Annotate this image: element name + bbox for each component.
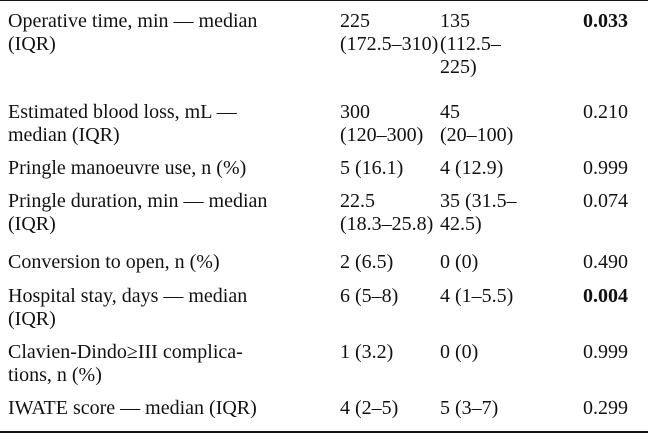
cell-line: 1 (3.2) (340, 341, 394, 363)
table-cell: 225 (172.5–310) (340, 10, 438, 56)
cell-line: 5 (3–7) (440, 397, 499, 419)
table-cell: 0.074 (583, 190, 628, 213)
table-cell: 0.033 (583, 10, 628, 33)
cell-line: 0.210 (583, 101, 628, 123)
cell-line: 225 (340, 10, 370, 32)
table-cell: Conversion to open, n (%) (8, 251, 220, 274)
cell-line: (IQR) (8, 213, 56, 235)
table-cell: 0.299 (583, 397, 628, 420)
cell-line: 0.074 (583, 190, 628, 212)
table-cell: 22.5 (18.3–25.8) (340, 190, 433, 236)
bottom-rule (0, 431, 648, 433)
cell-line: 0 (0) (440, 341, 479, 363)
table-cell: 4 (12.9) (440, 157, 503, 180)
cell-line: (IQR) (8, 308, 56, 330)
cell-line: Operative time, min — median (8, 10, 258, 32)
cell-line: 42.5) (440, 213, 482, 235)
cell-line: Estimated blood loss, mL — (8, 101, 237, 123)
cell-line: 0.299 (583, 397, 628, 419)
cell-line: (112.5– (440, 33, 501, 55)
table-cell: 0.999 (583, 157, 628, 180)
table-cell: Operative time, min — median (IQR) (8, 10, 257, 56)
cell-line: (18.3–25.8) (340, 213, 434, 235)
cell-line: 45 (440, 101, 460, 123)
cell-line: 0.490 (583, 251, 628, 273)
cell-line: 2 (6.5) (340, 251, 394, 273)
table-cell: Estimated blood loss, mL — median (IQR) (8, 101, 237, 147)
cell-line: 22.5 (340, 190, 375, 212)
table-cell: 35 (31.5– 42.5) (440, 190, 517, 236)
table-cell: Clavien-Dindo≥III complica-tions, n (%) (8, 341, 243, 387)
cell-line: (IQR) (8, 33, 56, 55)
cell-line: 300 (340, 101, 370, 123)
table-cell: Pringle manoeuvre use, n (%) (8, 157, 246, 180)
top-rule (0, 0, 648, 1)
table-cell: Hospital stay, days — median (IQR) (8, 285, 247, 331)
table-cell: 0.004 (583, 285, 628, 308)
cell-line: 6 (5–8) (340, 285, 399, 307)
table-cell: 0.490 (583, 251, 628, 274)
table-cell: 5 (3–7) (440, 397, 498, 420)
table-cell: 0.999 (583, 341, 628, 364)
table-cell: IWATE score — median (IQR) (8, 397, 257, 420)
cell-line: 225) (440, 56, 477, 78)
table-cell: 0 (0) (440, 251, 478, 274)
cell-line: 4 (1–5.5) (440, 285, 514, 307)
cell-line: 35 (31.5– (440, 190, 517, 212)
cell-line: 5 (16.1) (340, 157, 404, 179)
cell-line: 135 (440, 10, 470, 32)
cell-line: IWATE score — median (IQR) (8, 397, 257, 419)
table-cell: 0 (0) (440, 341, 478, 364)
cell-line: 4 (2–5) (340, 397, 399, 419)
table-cell: Pringle duration, min — median (IQR) (8, 190, 267, 236)
cell-line: tions, n (%) (8, 364, 102, 386)
table-cell: 45 (20–100) (440, 101, 513, 147)
cell-line: median (IQR) (8, 124, 120, 146)
cell-line: Conversion to open, n (%) (8, 251, 220, 273)
table-cell: 6 (5–8) (340, 285, 398, 308)
cell-line: Pringle duration, min — median (8, 190, 268, 212)
cell-line: Pringle manoeuvre use, n (%) (8, 157, 247, 179)
table-cell: 4 (1–5.5) (440, 285, 513, 308)
cell-line: 0 (0) (440, 251, 479, 273)
table-cell: 1 (3.2) (340, 341, 393, 364)
cell-line: 0.033 (583, 10, 628, 32)
table-cell: 0.210 (583, 101, 628, 124)
cell-line: 0.999 (583, 157, 628, 179)
table-cell: 135 (112.5– 225) (440, 10, 501, 79)
table-cell: 2 (6.5) (340, 251, 393, 274)
table-cell: 5 (16.1) (340, 157, 403, 180)
cell-line: (120–300) (340, 124, 424, 146)
cell-line: 0.004 (583, 285, 628, 307)
cell-line: Clavien-Dindo≥III complica- (8, 341, 243, 363)
cell-line: Hospital stay, days — median (8, 285, 248, 307)
cell-line: (20–100) (440, 124, 514, 146)
cell-line: 4 (12.9) (440, 157, 504, 179)
cell-line: 0.999 (583, 341, 628, 363)
table-cell: 4 (2–5) (340, 397, 398, 420)
cell-line: (172.5–310) (340, 33, 439, 55)
table-cell: 300 (120–300) (340, 101, 423, 147)
